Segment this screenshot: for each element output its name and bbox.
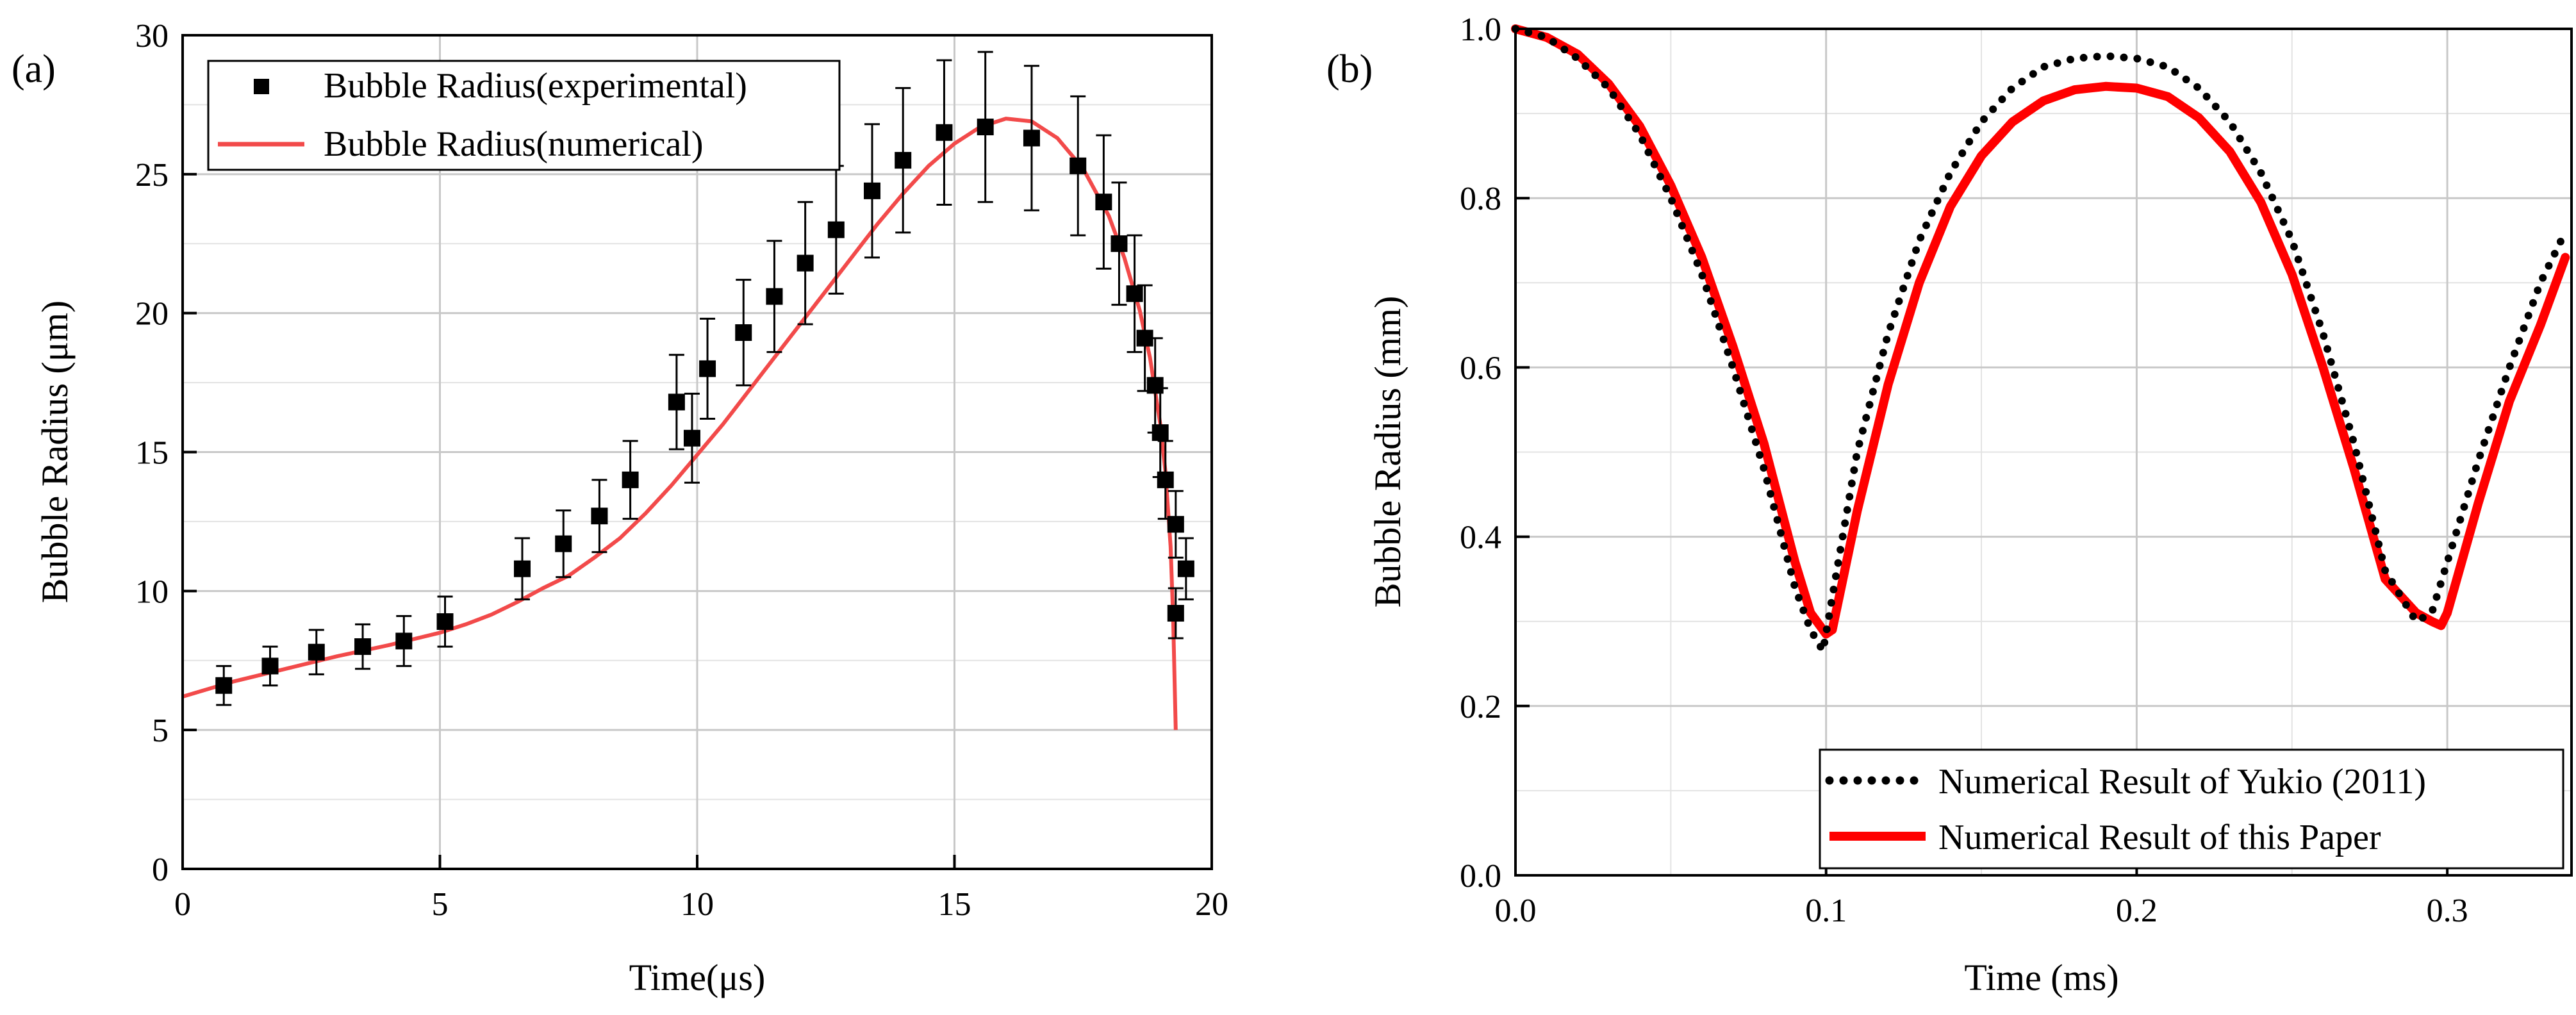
chart-b-legend-box xyxy=(1819,748,2564,870)
chart-a-data-point xyxy=(699,360,716,377)
chart-b-legend-label-paper: Numerical Result of this Paper xyxy=(1938,818,2381,857)
chart-a-data-point xyxy=(683,429,700,447)
chart-b-y-tick-label: 0.8 xyxy=(1460,181,1501,217)
chart-b-x-tick-label: 0.1 xyxy=(1805,893,1847,929)
chart-b-legend: Numerical Result of Yukio (2011) Numeric… xyxy=(1819,748,2564,870)
chart-a-y-tick-label: 10 xyxy=(135,574,169,610)
chart-a-data-point xyxy=(1110,235,1128,252)
chart-a-data-point xyxy=(622,471,639,488)
chart-a-legend-marker-experimental xyxy=(254,79,269,94)
chart-a-data-point xyxy=(936,124,953,141)
chart-a-data-point xyxy=(261,657,279,675)
chart-a-data-point xyxy=(1126,285,1143,302)
chart-a-data-point xyxy=(735,324,752,342)
chart-a-y-tick-label: 30 xyxy=(135,18,169,54)
chart-b-paper-line xyxy=(1511,24,2570,639)
chart-a-frame xyxy=(181,34,1213,870)
chart-a-y-tick-label: 0 xyxy=(152,852,169,888)
chart-b-x-axis-title: Time (ms) xyxy=(1964,957,2118,998)
chart-a-y-tick-label: 5 xyxy=(152,713,169,749)
chart-a-data-point xyxy=(668,393,685,411)
chart-a-y-tick-label: 25 xyxy=(135,157,169,194)
chart-a-data-point xyxy=(864,182,881,199)
chart-a-data-point xyxy=(797,254,814,272)
chart-a-data-point xyxy=(895,152,912,169)
chart-a-data-point xyxy=(513,560,531,577)
chart-b-x-tick-label: 0.0 xyxy=(1495,893,1537,929)
chart-a-data-point xyxy=(1167,605,1184,622)
chart-a-x-tick-label: 10 xyxy=(681,886,714,923)
chart-a-y-axis-title: Bubble Radius (μm) xyxy=(34,301,76,604)
chart-a-data-point xyxy=(308,643,325,661)
chart-a-y-tick-label: 20 xyxy=(135,296,169,333)
chart-a-data-point xyxy=(1152,424,1169,441)
chart-b-series xyxy=(1511,24,2570,655)
chart-a-data-point xyxy=(1167,516,1184,533)
chart-a-data-point xyxy=(1177,560,1194,577)
chart-a-data-point xyxy=(354,638,372,656)
chart-a-data-point xyxy=(766,288,783,305)
chart-a-data-point xyxy=(1069,157,1087,174)
chart-a-data-point xyxy=(1023,129,1040,147)
chart-b-x-tick-label: 0.2 xyxy=(2116,893,2158,929)
chart-a-x-tick-label: 20 xyxy=(1195,886,1228,923)
chart-a-series xyxy=(182,51,1194,730)
chart-b-panel-label: (b) xyxy=(1326,47,1373,91)
chart-a-data-point xyxy=(827,221,845,238)
chart-a-data-point xyxy=(1157,471,1174,488)
chart-b-x-tick-label: 0.3 xyxy=(2427,893,2468,929)
chart-a-legend-label-numerical: Bubble Radius(numerical) xyxy=(324,124,704,164)
chart-b-y-axis-title: Bubble Radius (mm) xyxy=(1367,296,1408,608)
chart-a-x-tick-label: 0 xyxy=(174,886,191,923)
chart-a-data-point xyxy=(436,613,454,631)
chart-a-numerical-line xyxy=(182,117,1178,730)
chart-b-legend-label-yukio: Numerical Result of Yukio (2011) xyxy=(1938,762,2426,802)
chart-a-x-axis-title: Time(μs) xyxy=(629,957,766,998)
chart-b-grid xyxy=(1515,29,2572,875)
chart-b-y-tick-label: 0.0 xyxy=(1460,858,1501,895)
chart-a-x-tick-label: 5 xyxy=(432,886,449,923)
chart-b: (b) 0.0 0.2 0.4 0.6 0.8 1.0 0.0 0.1 0.2 0.3 Time … xyxy=(1326,12,2573,998)
chart-a-panel-label: (a) xyxy=(12,47,56,91)
chart-a-legend: Bubble Radius(experimental) Bubble Radiu… xyxy=(207,60,841,171)
chart-b-ticks: 0.0 0.2 0.4 0.6 0.8 1.0 0.0 0.1 0.2 0.3 xyxy=(1460,12,2468,929)
chart-b-y-tick-label: 1.0 xyxy=(1460,12,1501,48)
chart-a-data-point xyxy=(215,677,233,694)
chart-a-data-point xyxy=(555,535,572,552)
chart-a-data-point xyxy=(1095,194,1112,211)
chart-b-y-tick-label: 0.2 xyxy=(1460,689,1501,725)
chart-b-yukio-line xyxy=(1512,25,2570,655)
chart-b-y-tick-label: 0.6 xyxy=(1460,350,1501,386)
chart-a-y-tick-label: 15 xyxy=(135,435,169,472)
chart-a-data-point xyxy=(395,632,413,650)
chart-a-data-point xyxy=(977,119,994,136)
chart-a-x-tick-label: 15 xyxy=(938,886,971,923)
chart-a: (a) 0 5 10 15 20 25 30 0 5 10 15 20 Time(μs) Bubble… xyxy=(12,18,1228,998)
chart-a-data-point xyxy=(591,508,608,525)
chart-b-frame xyxy=(1514,28,2573,877)
chart-a-legend-label-experimental: Bubble Radius(experimental) xyxy=(324,66,747,106)
chart-b-y-tick-label: 0.4 xyxy=(1460,520,1501,556)
chart-a-legend-box xyxy=(207,60,841,171)
